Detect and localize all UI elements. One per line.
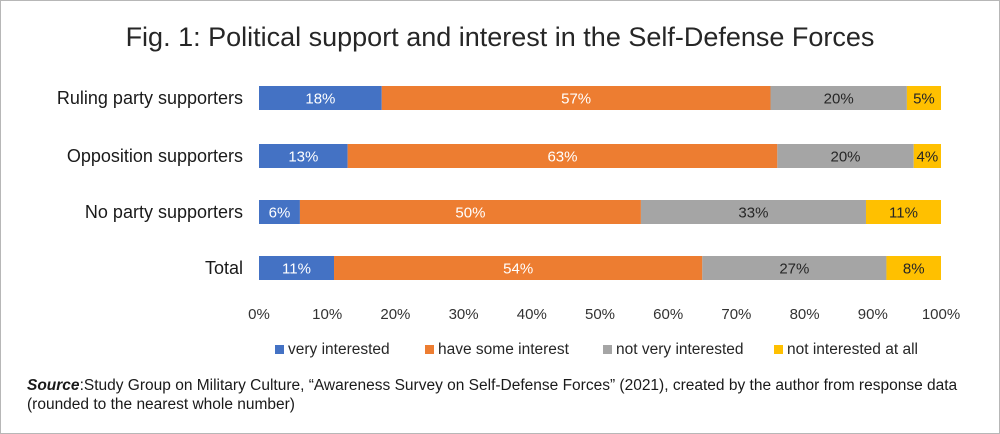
source-text: :Study Group on Military Culture, “Aware…: [27, 377, 958, 413]
data-label: 4%: [917, 149, 939, 166]
legend-swatch: [774, 345, 783, 354]
legend-label: very interested: [288, 341, 390, 358]
bar-segment: [334, 256, 703, 280]
category-label-ruling-party-supporters: Ruling party supporters: [57, 88, 243, 108]
data-label: 11%: [282, 261, 311, 278]
category-label-no-party-supporters: No party supporters: [85, 202, 243, 222]
data-label: 20%: [824, 91, 854, 108]
data-label: 8%: [903, 261, 925, 278]
category-label-total: Total: [205, 258, 243, 278]
bar-segment: [381, 86, 771, 110]
x-tick-label: 10%: [312, 306, 342, 323]
source-note: Source:Study Group on Military Culture, …: [27, 376, 977, 414]
bar-segment: [259, 86, 382, 110]
data-label: 20%: [831, 149, 861, 166]
legend-swatch: [275, 345, 284, 354]
bar-segment: [777, 144, 914, 168]
bar-segment: [913, 144, 941, 168]
bar-segment: [886, 256, 941, 280]
x-tick-label: 60%: [653, 306, 683, 323]
bar-segment: [865, 200, 941, 224]
x-tick-label: 40%: [517, 306, 547, 323]
bar-segment: [259, 256, 335, 280]
bar-segment: [702, 256, 887, 280]
x-tick-label: 50%: [585, 306, 615, 323]
data-label: 13%: [288, 149, 318, 166]
data-label: 11%: [889, 205, 918, 222]
data-label: 50%: [455, 205, 485, 222]
data-label: 6%: [269, 205, 291, 222]
stacked-bar-chart: Fig. 1: Political support and interest i…: [57, 22, 960, 358]
legend-label: not very interested: [616, 341, 744, 358]
x-tick-label: 20%: [380, 306, 410, 323]
legend-swatch: [425, 345, 434, 354]
category-label-opposition-supporters: Opposition supporters: [67, 146, 243, 166]
data-label: 57%: [561, 91, 591, 108]
legend-swatch: [603, 345, 612, 354]
data-label: 54%: [503, 261, 533, 278]
x-tick-label: 0%: [248, 306, 270, 323]
x-tick-label: 30%: [449, 306, 479, 323]
bar-segment: [259, 200, 300, 224]
source-label: Source: [27, 377, 80, 394]
bar-segment: [259, 144, 348, 168]
x-tick-label: 100%: [922, 306, 960, 323]
chart-title: Fig. 1: Political support and interest i…: [126, 22, 875, 52]
legend-label: not interested at all: [787, 341, 918, 358]
x-tick-label: 90%: [858, 306, 888, 323]
bar-segment: [770, 86, 907, 110]
data-label: 18%: [305, 91, 335, 108]
bar-segment: [347, 144, 778, 168]
legend-label: have some interest: [438, 341, 570, 358]
x-tick-label: 80%: [790, 306, 820, 323]
bar-segment: [640, 200, 866, 224]
data-label: 33%: [738, 205, 768, 222]
data-label: 5%: [913, 91, 935, 108]
data-label: 27%: [779, 261, 809, 278]
bar-segment: [299, 200, 641, 224]
data-label: 63%: [547, 149, 577, 166]
bar-segment: [906, 86, 941, 110]
x-tick-label: 70%: [721, 306, 751, 323]
